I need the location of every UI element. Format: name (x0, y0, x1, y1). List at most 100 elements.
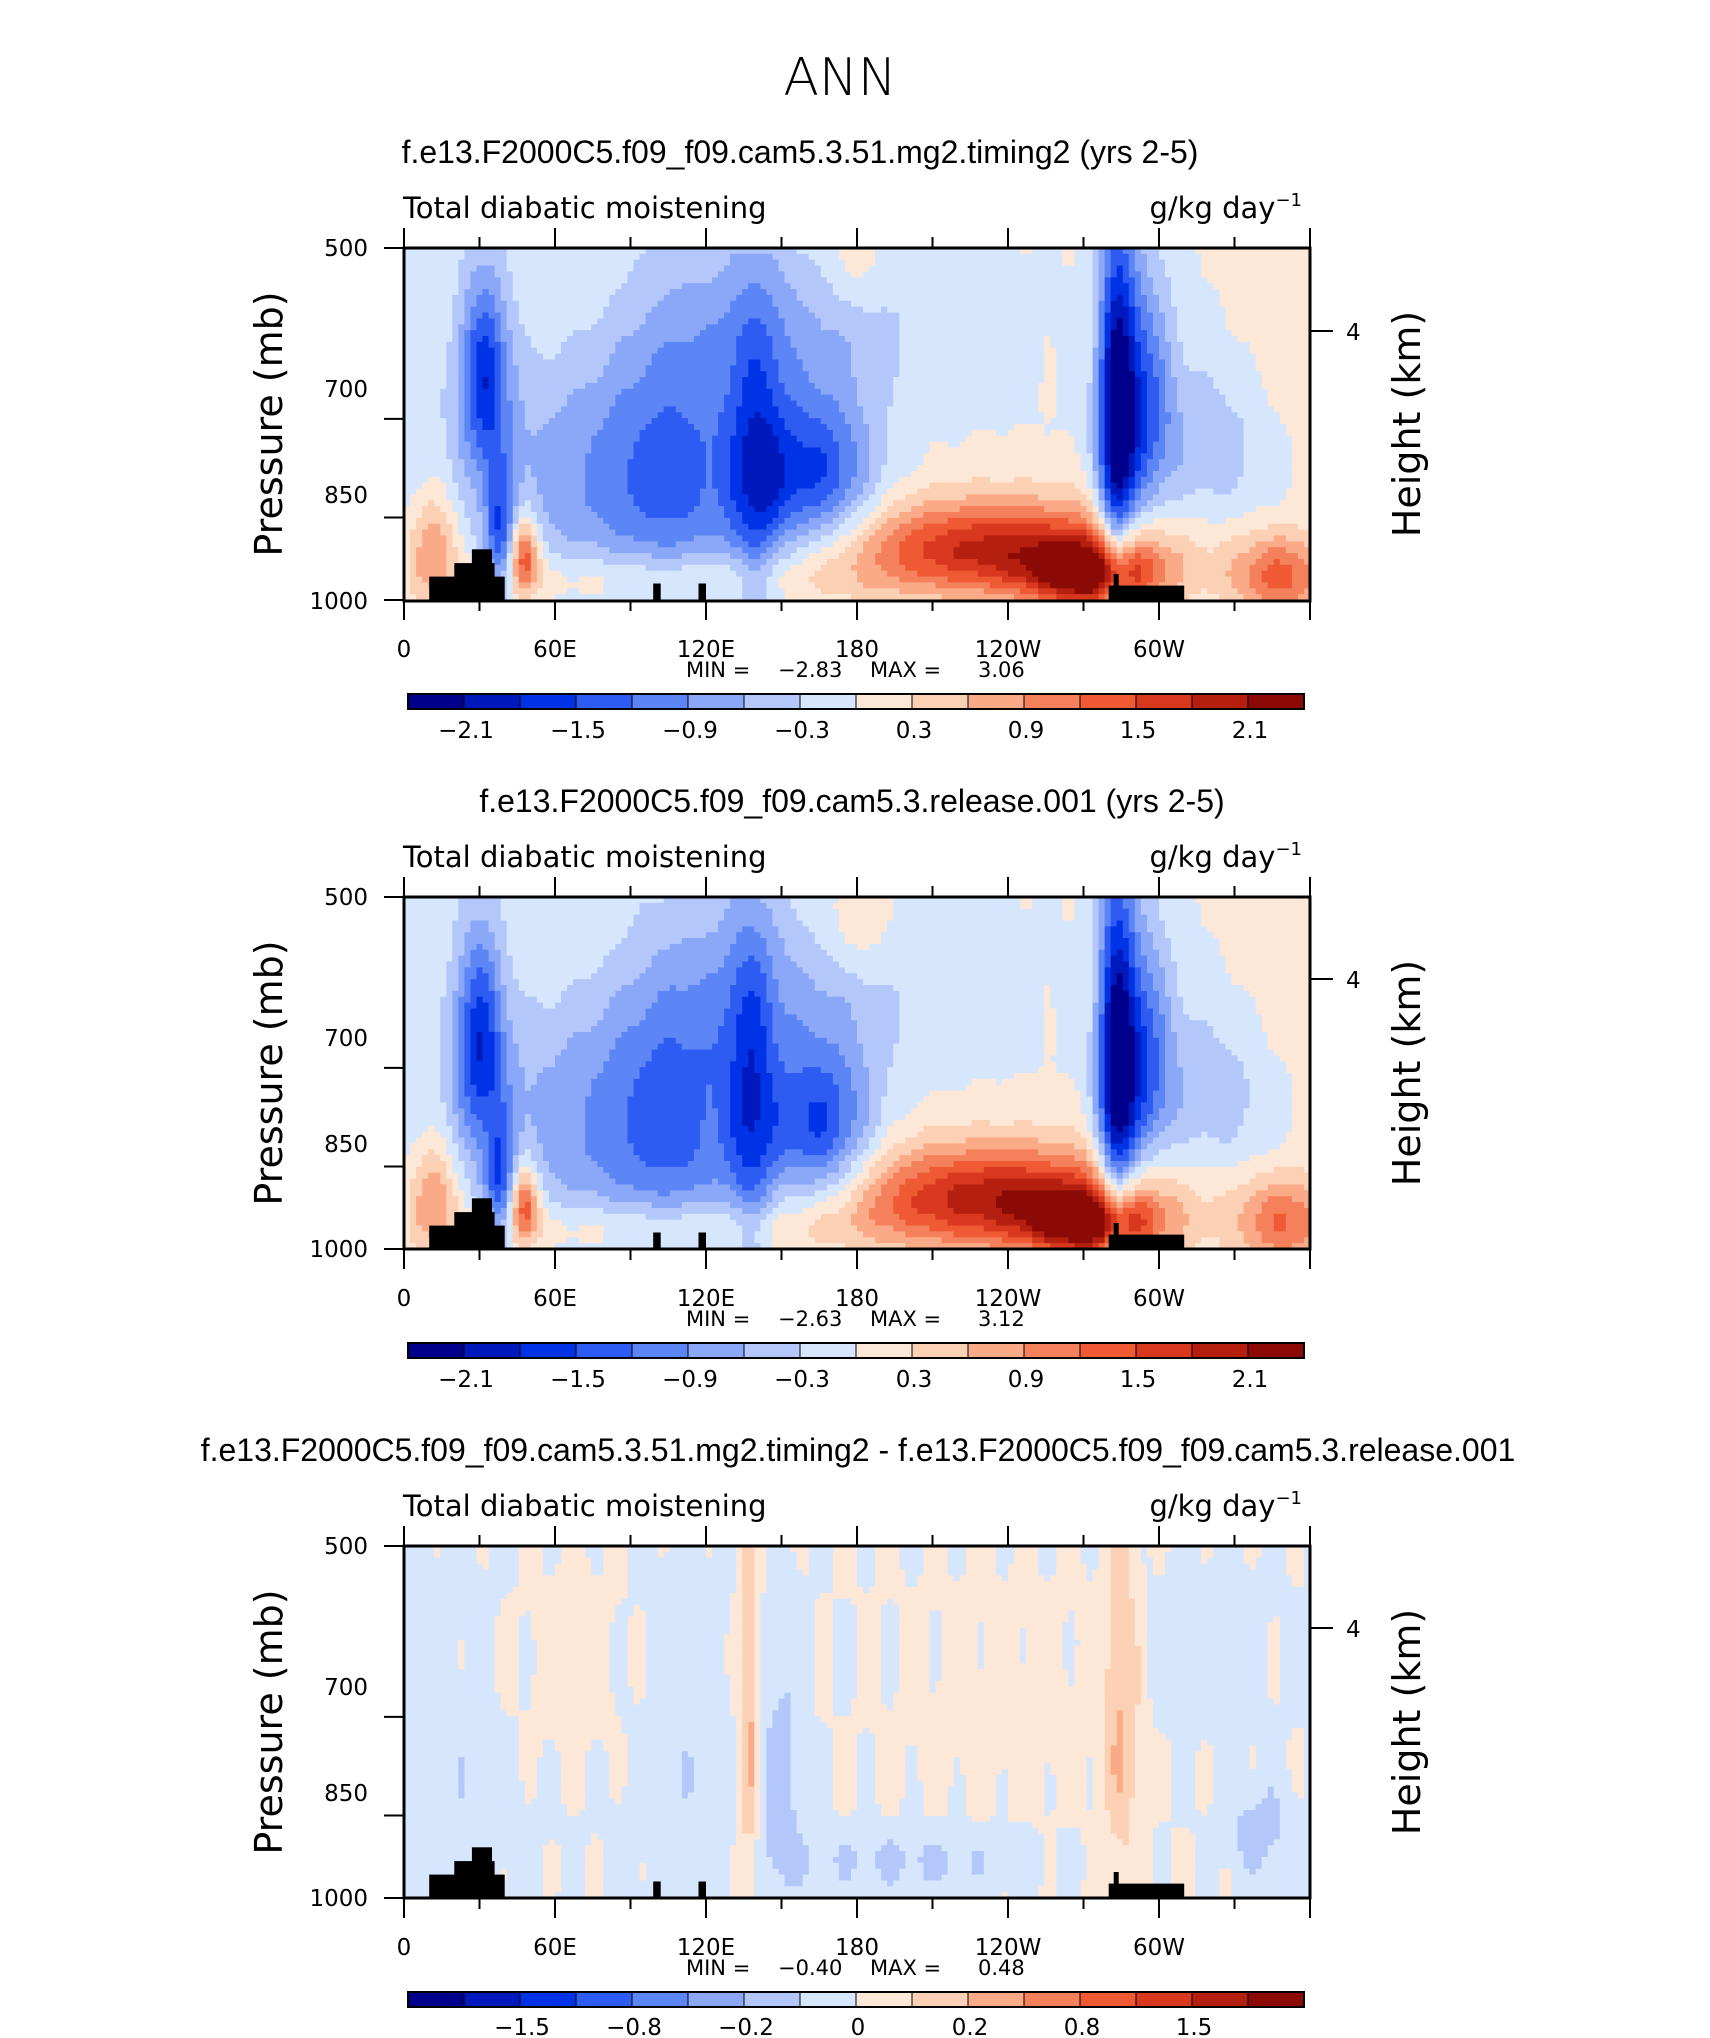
panel-0-contour-cell (712, 435, 731, 443)
panel-1-contour-cell (760, 1078, 774, 1086)
panel-0-contour-cell (929, 447, 1076, 454)
panel-1-contour-cell (699, 1137, 719, 1144)
panel-1-contour-cell (458, 1155, 472, 1162)
panel-2-contour-cell (1062, 1639, 1082, 1647)
panel-1-contour-cell (440, 1002, 453, 1010)
panel-0-contour-cell (1086, 429, 1094, 437)
panel-0-contour-cell (464, 406, 472, 413)
panel-2-contour-cell (1074, 1675, 1106, 1682)
panel-1-contour-cell (440, 1049, 453, 1056)
panel-1-contour-cell (887, 1078, 973, 1086)
panel-0-contour-cell (1098, 488, 1106, 495)
panel-0-contour-cell (899, 547, 925, 554)
panel-1-contour-cell (1116, 1213, 1130, 1221)
panel-2-contour-cell (645, 1628, 731, 1635)
panel-1-contour-cell (452, 1078, 459, 1086)
panel-0-contour-cell (597, 512, 647, 519)
panel-1-contour-cell (1128, 1225, 1142, 1232)
panel-2-contour-cell (899, 1557, 925, 1565)
panel-1-contour-cell (1134, 1114, 1142, 1121)
panel-0-contour-cell (548, 558, 604, 566)
panel-0-contour-cell (730, 564, 749, 572)
panel-0-contour-cell (512, 535, 520, 542)
panel-1-contour-cell (440, 1131, 453, 1139)
panel-0-contour-cell (790, 283, 834, 290)
panel-1-colorbar-label-7: 2.1 (1232, 1367, 1269, 1393)
panel-0-contour-cell (536, 541, 544, 548)
panel-1-contour-cell (524, 1202, 532, 1209)
panel-1-contour-cell (1062, 902, 1076, 910)
panel-0-contour-cell (470, 277, 502, 284)
panel-0-contour-cell (446, 547, 459, 554)
panel-2-contour-cell (476, 1557, 490, 1565)
panel-1-contour-cell (458, 961, 472, 968)
panel-1-contour-cell (561, 990, 616, 998)
panel-0-contour-cell (875, 558, 900, 566)
panel-0-contour-cell (1110, 377, 1136, 384)
panel-1-contour-cell (1225, 955, 1310, 963)
panel-0-xtick-label-0: 0 (397, 637, 412, 663)
panel-2-contour-cell (530, 1704, 616, 1711)
panel-1-contour-cell (512, 967, 598, 974)
panel-2-contour-cell (929, 1657, 943, 1664)
panel-1-contour-cell (1171, 996, 1184, 1004)
panel-0-contour-cell (524, 424, 544, 431)
panel-0-contour-cell (1146, 412, 1160, 419)
panel-2-contour-cell (832, 1557, 858, 1565)
panel-1-contour-cell (718, 1114, 731, 1121)
panel-0-contour-cell (1098, 318, 1106, 325)
panel-2-contour-cell (488, 1551, 520, 1559)
panel-1-contour-cell (1291, 1090, 1310, 1098)
panel-2-contour-cell (977, 1639, 985, 1647)
panel-2-contour-cell (923, 1563, 949, 1571)
panel-1-contour-cell (1146, 914, 1160, 922)
panel-1-contour-cell (1110, 961, 1130, 968)
panel-0-contour-cell (404, 541, 411, 548)
panel-1-contour-cell (838, 1096, 858, 1103)
panel-2-contour-cell (518, 1634, 532, 1641)
panel-0-contour-cell (1122, 248, 1136, 255)
panel-1-contour-cell (1134, 1196, 1154, 1203)
panel-1-contour-cell (482, 1184, 490, 1191)
panel-1-contour-cell (1255, 1219, 1275, 1227)
panel-0-contour-cell (857, 377, 894, 384)
panel-0-contour-cell (712, 441, 731, 449)
panel-1-contour-cell (1177, 1114, 1245, 1121)
panel-1-contour-cell (766, 990, 780, 998)
panel-0-contour-cell (482, 517, 490, 525)
panel-0-contour-cell (1134, 535, 1190, 542)
panel-1-contour-cell (1183, 1225, 1239, 1232)
panel-2-contour-cell (730, 1686, 743, 1694)
panel-2-contour-cell (754, 1639, 761, 1647)
panel-0-contour-cell (1098, 388, 1106, 396)
panel-0-contour-cell (1104, 265, 1112, 273)
panel-0-contour-cell (706, 453, 713, 460)
panel-1-contour-cell (494, 1196, 502, 1203)
panel-0-contour-cell (1056, 406, 1088, 413)
panel-0-contour-cell (1068, 429, 1088, 437)
panel-2-contour-cell (404, 1692, 502, 1700)
panel-1-contour-cell (1140, 1172, 1257, 1180)
panel-1-contour-cell (404, 1184, 411, 1191)
panel-1-contour-cell (1110, 1202, 1118, 1209)
panel-2-contour-cell (518, 1657, 538, 1664)
panel-1-colorbar-label-5: 0.9 (1008, 1367, 1045, 1393)
panel-1-contour-cell (1098, 949, 1106, 957)
panel-1-contour-cell (1291, 1078, 1310, 1086)
panel-0-contour-cell (1056, 347, 1094, 355)
panel-0-contour-cell (458, 429, 465, 437)
panel-1-contour-cell (706, 932, 737, 939)
panel-0-contour-cell (464, 388, 472, 396)
panel-1-contour-cell (1134, 1008, 1142, 1015)
panel-2-contour-cell (645, 1669, 725, 1676)
panel-1-contour-cell (476, 1043, 484, 1051)
panel-1-contour-cell (1092, 1155, 1100, 1162)
panel-1-contour-cell (1128, 1155, 1136, 1162)
panel-0-contour-cell (1159, 253, 1202, 261)
panel-0-contour-cell (736, 529, 774, 537)
panel-1-contour-cell (1128, 985, 1136, 992)
panel-1-contour-cell (863, 1190, 882, 1197)
panel-1-contour-cell (651, 1002, 731, 1010)
panel-1-contour-cell (633, 1090, 707, 1098)
panel-1-contour-cell (518, 1155, 532, 1162)
